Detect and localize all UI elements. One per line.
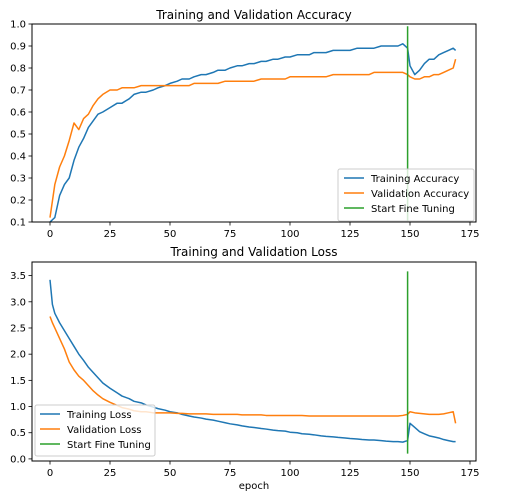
loss-x-tick-label: 25 bbox=[104, 468, 117, 479]
accuracy-x-tick-label: 175 bbox=[460, 229, 479, 240]
loss-x-tick-label: 100 bbox=[280, 468, 299, 479]
accuracy-y-tick-label: 0.4 bbox=[10, 152, 26, 163]
accuracy-legend-box bbox=[337, 168, 475, 222]
loss-x-tick-label: 150 bbox=[400, 468, 419, 479]
loss-chart-title: Training and Validation Loss bbox=[170, 245, 338, 259]
loss-y-tick-label: 0.5 bbox=[10, 428, 26, 439]
accuracy-x-tick-label: 25 bbox=[104, 229, 117, 240]
accuracy-y-tick-label: 0.7 bbox=[10, 86, 26, 97]
accuracy-y-tick-label: 1.0 bbox=[10, 20, 26, 31]
loss-x-tick-label: 125 bbox=[340, 468, 359, 479]
loss-chart: Training and Validation Loss 0 25 50 75 100 1… bbox=[10, 245, 479, 492]
series-line-validation-accuracy bbox=[49, 59, 457, 218]
accuracy-y-tick-label: 0.8 bbox=[10, 64, 26, 75]
loss-x-axis-label: epoch bbox=[239, 481, 269, 492]
accuracy-x-tick-label: 75 bbox=[224, 229, 237, 240]
accuracy-y-tick-label: 0.5 bbox=[10, 130, 26, 141]
accuracy-plot-area: 0 25 50 75 100 125 150 175 0.1 0.2 0.3 0.4 0.5 0.6 0.7… bbox=[10, 20, 479, 241]
accuracy-x-tick-label: 100 bbox=[280, 229, 299, 240]
loss-plot-frame bbox=[31, 261, 477, 462]
legend-label-training-accuracy: Training Accuracy bbox=[370, 174, 459, 185]
loss-x-tick-label: 75 bbox=[224, 468, 237, 479]
loss-y-tick-label: 3.5 bbox=[10, 271, 26, 282]
accuracy-y-tick-label: 0.2 bbox=[10, 196, 26, 207]
accuracy-x-tick-label: 125 bbox=[340, 229, 359, 240]
loss-y-tick-label: 2.0 bbox=[10, 350, 26, 361]
loss-legend: Training Loss Validation Loss Start Fine… bbox=[34, 404, 156, 457]
loss-y-tick-label: 0.0 bbox=[10, 454, 26, 465]
loss-x-tick-label: 175 bbox=[460, 468, 479, 479]
series-line-training-loss bbox=[49, 279, 456, 443]
series-line-training-accuracy bbox=[49, 43, 457, 223]
accuracy-chart-title: Training and Validation Accuracy bbox=[155, 8, 351, 22]
loss-x-tick-label: 0 bbox=[47, 468, 53, 479]
loss-y-tick-label: 3.0 bbox=[10, 297, 26, 308]
accuracy-y-tick-label: 0.6 bbox=[10, 108, 26, 119]
series-line-validation-loss bbox=[49, 316, 457, 424]
accuracy-y-tick-label: 0.9 bbox=[10, 42, 26, 53]
loss-y-tick-label: 2.5 bbox=[10, 323, 26, 334]
loss-y-tick-label: 1.0 bbox=[10, 402, 26, 413]
accuracy-chart: Training and Validation Accuracy 0 25 50 75… bbox=[10, 8, 479, 240]
loss-legend-box bbox=[34, 404, 156, 457]
accuracy-x-tick-label: 150 bbox=[400, 229, 419, 240]
legend-label-validation-loss: Validation Loss bbox=[67, 425, 142, 436]
accuracy-plot-frame bbox=[31, 23, 477, 223]
accuracy-x-tick-label: 50 bbox=[164, 229, 177, 240]
legend-label-validation-accuracy: Validation Accuracy bbox=[371, 189, 469, 200]
legend-label-fine-tuning-loss: Start Fine Tuning bbox=[67, 440, 151, 451]
accuracy-legend: Training Accuracy Validation Accuracy St… bbox=[337, 168, 475, 222]
legend-label-fine-tuning-accuracy: Start Fine Tuning bbox=[371, 204, 455, 215]
legend-label-training-loss: Training Loss bbox=[66, 410, 132, 421]
accuracy-y-tick-label: 0.3 bbox=[10, 174, 26, 185]
loss-y-tick-label: 1.5 bbox=[10, 376, 26, 387]
accuracy-y-tick-label: 0.1 bbox=[10, 218, 26, 229]
loss-plot-area: 0 25 50 75 100 125 150 175 0.0 0.5 1.0 1.5 2.0 2.5 3.0… bbox=[10, 271, 479, 479]
accuracy-x-tick-label: 0 bbox=[47, 229, 53, 240]
loss-x-tick-label: 50 bbox=[164, 468, 177, 479]
